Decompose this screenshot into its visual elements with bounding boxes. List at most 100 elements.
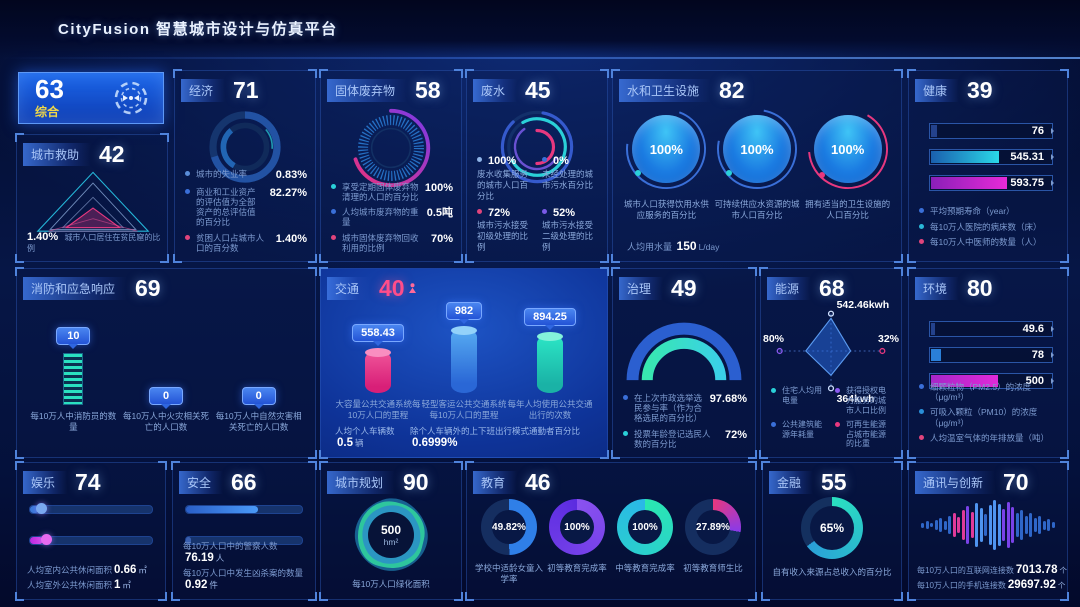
city-aid-value: 1.40% <box>27 231 59 244</box>
panel-urban-planning: 城市规划 90 500 hm² 每10万人口绿化面积 <box>319 461 463 601</box>
waveform-bar <box>930 523 934 527</box>
header-divider <box>0 57 1080 59</box>
legend-item: 住宅人均用电量 <box>771 386 829 415</box>
waveform-bar <box>1051 522 1055 528</box>
panel-score: 71 <box>233 76 259 103</box>
legend-item: 公共建筑能源年耗量 <box>771 420 829 449</box>
waveform-bar <box>975 503 979 547</box>
panel-score: 58 <box>415 76 441 103</box>
waveform-bar <box>984 514 988 536</box>
cylinder-bar <box>365 348 391 393</box>
legend-item: 52% 城市污水接受二级处理的比例 <box>542 206 594 252</box>
traffic-bar-transit-trips: 894.25 每年人均使用公共交通出行的次数 <box>507 308 593 423</box>
waveform-bar <box>1002 509 1006 541</box>
panel-solid-waste: 固体废弃物 58 享受定期固体废弃物清理的人口的百分比 100% 人均城市废弃物的… <box>319 69 463 263</box>
stat-label: 大容量公共交通系统每10万人口的里程 <box>335 399 421 420</box>
education-donuts: 49.82% 学校中适龄女童入学率 100% 初等教育完成率 100% 中等教育… <box>467 495 755 585</box>
recreation-sliders <box>17 495 165 545</box>
liquid-gauge: 100% 城市人口获得饮用水供应服务的百分比 <box>621 107 711 221</box>
panel-title: 环境 <box>915 276 960 300</box>
energy-radar-chart: 542.46kwh 32% 364kwh 80% <box>761 299 901 405</box>
donut-primary-completion: 100% 初等教育完成率 <box>543 499 611 585</box>
panel-score: 66 <box>231 468 257 495</box>
governance-legend: 在上次市政选举选民参与率（作为合格选民的百分比） 97.68% 投票年龄登记选民人… <box>623 388 747 449</box>
legend-item: 细颗粒物（PM2.5）的浓度（μg/m³） <box>919 382 1059 402</box>
panel-score: 55 <box>821 468 847 495</box>
composite-badge-icon <box>114 81 148 115</box>
waveform-bar <box>925 521 929 529</box>
slider-knob[interactable] <box>36 503 48 514</box>
solid-waste-gauge-chart <box>351 108 431 188</box>
legend-item: 城市固体废弃物回收利用的比例 70% <box>331 233 453 253</box>
value-bubble: 0 <box>241 387 276 405</box>
traffic-bar-chart: 558.43 大容量公共交通系统每10万人口的里程 982 轻型客运公共交通系统… <box>321 301 607 423</box>
panel-score: 49 <box>671 274 697 301</box>
gauge-value: 100% <box>831 141 865 157</box>
cellphone-connections-stat: 每10万人口的手机连接数 29697.92 个 <box>917 579 1066 591</box>
panel-score: 40 <box>379 274 405 301</box>
panel-score: 70 <box>1003 468 1029 495</box>
bar-life-expectancy: 76 <box>929 123 1053 139</box>
panel-title: 教育 <box>473 470 518 494</box>
stat-label: 轻型客运公共交通系统每10万人口的里程 <box>421 399 507 420</box>
safety-stats: 每10万人口中的警察人数76.19 人 每10万人口中发生凶杀案的数量0.92 件 <box>183 540 309 591</box>
panel-score: 68 <box>819 274 845 301</box>
panel-title: 消防和应急响应 <box>23 276 128 300</box>
panel-fire-emergency: 消防和应急响应 69 10 每10万人中消防员的数量 0 每10万人中火灾相关死… <box>15 267 317 459</box>
health-bar-chart: 76 545.31 593.75 <box>929 123 1053 201</box>
vehicles-stat: 人均个人车辆数0.5 辆 <box>335 426 395 449</box>
wastewater-arc-chart <box>500 110 574 184</box>
fire-stat-disaster-deaths: 0 每10万人中自然灾害相关死亡的人口数 <box>212 387 305 435</box>
panel-title: 交通 <box>327 276 372 300</box>
value-bubble: 894.25 <box>524 308 576 326</box>
energy-axis-top: 542.46kwh <box>836 299 890 311</box>
value-bubble: 10 <box>56 327 91 345</box>
waveform-bar <box>988 505 992 545</box>
legend-item: 在上次市政选举选民参与率（作为合格选民的百分比） 97.68% <box>623 393 747 424</box>
panel-education: 教育 46 49.82% 学校中适龄女童入学率 100% 初等教育完成率 100… <box>465 461 757 601</box>
slider-knob[interactable] <box>40 534 52 545</box>
energy-legend: 住宅人均用电量 获得授权电力服务的城市人口比例 公共建筑能源年耗量 可再生能源占… <box>771 381 893 449</box>
stat-label: 每10万人中火灾相关死亡的人口数 <box>123 411 209 432</box>
panel-score: 42 <box>99 140 125 167</box>
waveform-bar <box>1020 510 1024 540</box>
waveform-bar <box>943 520 947 530</box>
commute-mode-stat: 除个人车辆外的上下班出行模式通勤者百分比0.6999% <box>410 426 581 449</box>
legend-item: 享受定期固体废弃物清理的人口的百分比 100% <box>331 182 453 202</box>
stat-label: 每10万人中自然灾害相关死亡的人口数 <box>215 411 302 432</box>
homicide-slider <box>185 536 303 545</box>
panel-title: 废水 <box>473 78 518 102</box>
indoor-space-slider <box>29 503 153 514</box>
waveform-bar <box>1029 513 1033 537</box>
finance-label: 自有收入来源占总收入的百分比 <box>772 567 892 577</box>
energy-axis-left: 80% <box>763 333 785 345</box>
panel-recreation: 娱乐 74 人均室内公共休闲面积 0.66 ㎡ 人均室外公共休闲面积 1 ㎡ <box>15 461 167 601</box>
waveform-bar <box>1038 516 1042 534</box>
bar-hospital-beds: 545.31 <box>929 149 1053 165</box>
city-aid-label: 城市人口居住在贫民窟的比例 <box>27 233 161 254</box>
panel-finance: 金融 55 65% 自有收入来源占总收入的百分比 <box>761 461 903 601</box>
legend-item: 0% 未经处理的城市污水百分比 <box>542 155 594 190</box>
legend-item: 100% 废水收集服务的城市人口百分比 <box>477 155 529 201</box>
bar-ghg: 500 <box>929 373 1053 389</box>
traffic-footnote: 人均个人车辆数0.5 辆 除个人车辆外的上下班出行模式通勤者百分比0.6999% <box>335 425 597 449</box>
waveform-bar <box>979 508 983 542</box>
composite-score: 63 <box>35 74 64 104</box>
gauge-label: 可持续供应水资源的城市人口百分比 <box>714 199 800 221</box>
panel-title: 治理 <box>619 276 664 300</box>
city-aid-triangle-chart <box>36 171 150 232</box>
legend-item: 城市的失业率 0.83% <box>185 169 307 182</box>
firefighters-bar <box>63 353 84 405</box>
panel-title: 通讯与创新 <box>915 470 996 494</box>
environment-legend: 细颗粒物（PM2.5）的浓度（μg/m³） 可吸入颗粒（PM10）的浓度（μg/… <box>919 377 1059 443</box>
legend-item: 贫困人口占城市人口的百分数 1.40% <box>185 233 307 253</box>
waveform-bar <box>1015 513 1019 537</box>
donut-student-teacher-ratio: 27.89% 初等教育师生比 <box>679 499 747 585</box>
waveform-bar <box>939 518 943 532</box>
internet-connections-stat: 每10万人口的互联网连接数 7013.78 个 <box>917 564 1067 576</box>
police-stat: 每10万人口中的警察人数76.19 人 <box>183 541 278 564</box>
panel-score: 39 <box>967 76 993 103</box>
donut-female-enrollment: 49.82% 学校中适龄女童入学率 <box>475 499 543 585</box>
water-gauges: 100% 城市人口获得饮用水供应服务的百分比 100% 可持续供应水资源的城市人… <box>613 103 901 221</box>
outdoor-space-slider <box>29 534 153 545</box>
